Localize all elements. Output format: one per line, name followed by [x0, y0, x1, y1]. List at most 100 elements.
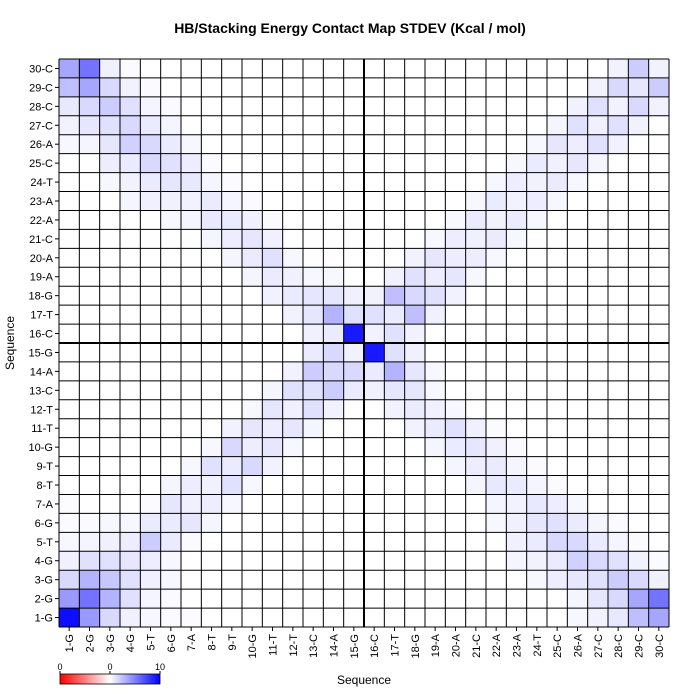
- heatmap-cell: [547, 153, 568, 173]
- x-tick-label: 15-G: [349, 634, 361, 658]
- heatmap-cell: [404, 286, 425, 306]
- heatmap-cell: [79, 532, 100, 552]
- heatmap-cell: [79, 134, 100, 154]
- heatmap-cell: [303, 380, 324, 400]
- heatmap-cell: [221, 210, 242, 230]
- y-tick-label: 15-G: [29, 347, 53, 359]
- heatmap-cell: [201, 456, 222, 476]
- heatmap-cell: [425, 229, 446, 249]
- heatmap-cell: [201, 229, 222, 249]
- heatmap-cell: [547, 172, 568, 192]
- heatmap-cell: [526, 172, 547, 192]
- heatmap-cell: [506, 456, 527, 476]
- heatmap-cell: [486, 456, 507, 476]
- heatmap-cell: [323, 399, 344, 419]
- y-tick-label: 24-T: [30, 177, 53, 189]
- heatmap-cell: [181, 153, 202, 173]
- heatmap-cell: [160, 589, 181, 609]
- heatmap-cell: [506, 229, 527, 249]
- heatmap-cell: [303, 305, 324, 325]
- heatmap-cell: [506, 191, 527, 211]
- y-tick-label: 3-G: [35, 575, 53, 587]
- heatmap-cell: [201, 210, 222, 230]
- heatmap-cell: [587, 532, 608, 552]
- heatmap-cell: [221, 437, 242, 457]
- heatmap-cell: [181, 513, 202, 533]
- heatmap-cell: [486, 248, 507, 268]
- heatmap-cell: [425, 399, 446, 419]
- y-tick-label: 29-C: [29, 82, 53, 94]
- heatmap-cell: [303, 418, 324, 438]
- heatmap-cell: [526, 153, 547, 173]
- heatmap-cell: [425, 267, 446, 287]
- heatmap-cell: [547, 551, 568, 571]
- x-tick-label: 26-A: [573, 633, 585, 657]
- x-tick-label: 21-C: [471, 634, 483, 658]
- heatmap-cell: [262, 380, 283, 400]
- heatmap-cell: [242, 248, 263, 268]
- heatmap-cell: [445, 248, 466, 268]
- heatmap-cell: [506, 437, 527, 457]
- heatmap-cell: [120, 77, 141, 97]
- heatmap-cell: [59, 96, 80, 116]
- heatmap-cell: [486, 229, 507, 249]
- heatmap-cell: [343, 286, 364, 306]
- heatmap-cell: [486, 210, 507, 230]
- heatmap-cell: [343, 380, 364, 400]
- x-tick-label: 1-G: [64, 634, 76, 652]
- heatmap-cell: [59, 115, 80, 135]
- heatmap-cell: [445, 210, 466, 230]
- y-tick-label: 25-C: [29, 158, 53, 170]
- heatmap-cell: [526, 494, 547, 514]
- heatmap-cell: [343, 305, 364, 325]
- heatmap-cell: [364, 324, 385, 343]
- heatmap-cell: [201, 494, 222, 514]
- y-tick-label: 22-A: [30, 215, 54, 227]
- heatmap-cell: [181, 456, 202, 476]
- heatmap-cell: [526, 570, 547, 590]
- y-tick-label: 21-C: [29, 234, 53, 246]
- heatmap-cell: [282, 361, 303, 381]
- heatmap-cell: [506, 475, 527, 495]
- heatmap-cell: [140, 608, 161, 627]
- y-tick-label: 7-A: [36, 499, 54, 511]
- heatmap-cell: [242, 475, 263, 495]
- x-tick-label: 24-T: [532, 634, 544, 657]
- heatmap-cell: [465, 210, 486, 230]
- heatmap-cell: [79, 59, 100, 78]
- heatmap-cell: [221, 418, 242, 438]
- heatmap-cell: [384, 343, 405, 362]
- heatmap-cell: [526, 191, 547, 211]
- heatmap-cell: [486, 191, 507, 211]
- heatmap-cell: [120, 551, 141, 571]
- heatmap-cell: [242, 437, 263, 457]
- heatmap-cell: [242, 456, 263, 476]
- heatmap-cell: [648, 589, 669, 609]
- heatmap-cell: [506, 513, 527, 533]
- heatmap-cell: [262, 229, 283, 249]
- heatmap-cell: [404, 380, 425, 400]
- heatmap-cell: [99, 532, 120, 552]
- heatmap-cell: [303, 324, 324, 343]
- heatmap-cell: [567, 513, 588, 533]
- heatmap-cell: [506, 494, 527, 514]
- heatmap-cell: [628, 608, 649, 627]
- heatmap-cell: [221, 191, 242, 211]
- heatmap-cell: [140, 96, 161, 116]
- heatmap-cell: [181, 210, 202, 230]
- heatmap-cell: [425, 361, 446, 381]
- heatmap-cell: [303, 286, 324, 306]
- heatmap-cell: [160, 494, 181, 514]
- heatmap-cell: [262, 210, 283, 230]
- heatmap-cell: [99, 115, 120, 135]
- heatmap-cell: [587, 77, 608, 97]
- y-tick-label: 13-C: [29, 385, 53, 397]
- heatmap-cell: [140, 551, 161, 571]
- y-tick-label: 8-T: [37, 480, 54, 492]
- heatmap-cell: [303, 267, 324, 287]
- heatmap-cell: [221, 229, 242, 249]
- heatmap-cell: [465, 437, 486, 457]
- x-tick-label: 25-C: [552, 634, 564, 658]
- heatmap-cell: [99, 172, 120, 192]
- heatmap-cell: [343, 343, 364, 362]
